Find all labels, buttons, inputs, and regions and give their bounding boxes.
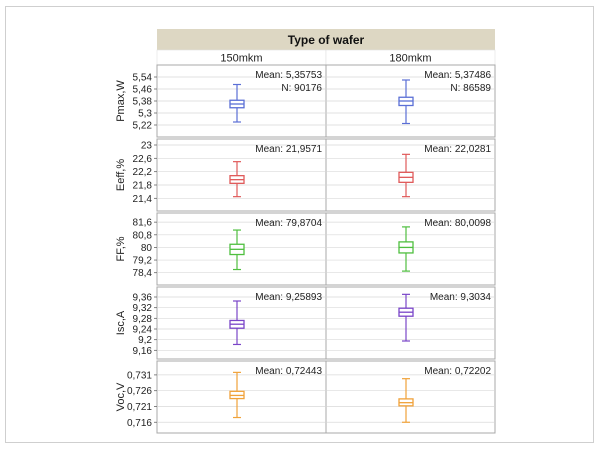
tick-label-Isc-2: 9,24 <box>133 325 153 336</box>
tick-label-Isc-4: 9,32 <box>133 303 153 314</box>
n-label-Pmax-1: N: 86589 <box>450 83 491 94</box>
mean-label-FF-0: Mean: 79,8704 <box>255 218 322 229</box>
n-label-Pmax-0: N: 90176 <box>281 83 322 94</box>
tick-label-Voc-3: 0,731 <box>127 370 152 381</box>
boxplot-chart: Type of wafer 150mkm 180mkm 5,225,35,385,46… <box>115 29 496 434</box>
tick-label-Voc-2: 0,726 <box>127 386 152 397</box>
mean-label-Isc-0: Mean: 9,25893 <box>255 292 322 303</box>
ylabel-Eeff: Eeff,% <box>115 159 127 191</box>
tick-label-Eeff-4: 23 <box>141 141 153 152</box>
mean-label-Voc-0: Mean: 0,72443 <box>255 366 322 377</box>
tick-label-Pmax-4: 5,54 <box>133 73 153 84</box>
tick-label-FF-2: 80 <box>141 243 153 254</box>
header-band <box>157 29 495 50</box>
tick-label-Pmax-3: 5,46 <box>133 85 153 96</box>
tick-label-Isc-5: 9,36 <box>133 293 153 304</box>
tick-label-FF-4: 81,6 <box>133 218 153 229</box>
ylabel-Voc: Voc,V <box>115 382 127 411</box>
tick-label-Isc-3: 9,28 <box>133 314 153 325</box>
tick-label-Isc-1: 9,2 <box>138 335 152 346</box>
tick-label-FF-1: 79,2 <box>133 256 153 267</box>
panel-Voc-1 <box>325 360 496 434</box>
column-label-180mkm: 180mkm <box>389 53 431 65</box>
tick-label-Eeff-0: 21,4 <box>133 194 153 205</box>
tick-label-Voc-0: 0,716 <box>127 418 152 429</box>
mean-label-Isc-1: Mean: 9,3034 <box>430 292 492 303</box>
tick-label-FF-3: 80,8 <box>133 230 153 241</box>
tick-label-Voc-1: 0,721 <box>127 402 152 413</box>
panel-Eeff-0 <box>156 138 327 212</box>
mean-label-FF-1: Mean: 80,0098 <box>424 218 491 229</box>
tick-label-Eeff-2: 22,2 <box>133 167 153 178</box>
mean-label-Voc-1: Mean: 0,72202 <box>424 366 491 377</box>
mean-label-Eeff-1: Mean: 22,0281 <box>424 144 491 155</box>
ylabel-Isc: Isc,A <box>115 310 127 335</box>
tick-label-FF-0: 78,4 <box>133 268 153 279</box>
tick-label-Isc-0: 9,16 <box>133 346 153 357</box>
tick-label-Pmax-2: 5,38 <box>133 97 153 108</box>
tick-label-Eeff-1: 21,8 <box>133 181 153 192</box>
mean-label-Pmax-0: Mean: 5,35753 <box>255 70 322 81</box>
tick-label-Eeff-3: 22,6 <box>133 154 153 165</box>
tick-label-Pmax-0: 5,22 <box>133 121 153 132</box>
ylabel-FF: FF,% <box>115 236 127 261</box>
header-title: Type of wafer <box>288 33 365 47</box>
mean-label-Pmax-1: Mean: 5,37486 <box>424 70 491 81</box>
mean-label-Eeff-0: Mean: 21,9571 <box>255 144 322 155</box>
column-label-150mkm: 150mkm <box>220 53 262 65</box>
figure-frame: Type of wafer 150mkm 180mkm 5,22 5,3 5,38 5,46… <box>5 6 594 443</box>
panel-Isc-1 <box>325 286 496 360</box>
ylabel-Pmax: Pmax,W <box>115 80 127 122</box>
tick-label-Pmax-1: 5,3 <box>138 109 152 120</box>
